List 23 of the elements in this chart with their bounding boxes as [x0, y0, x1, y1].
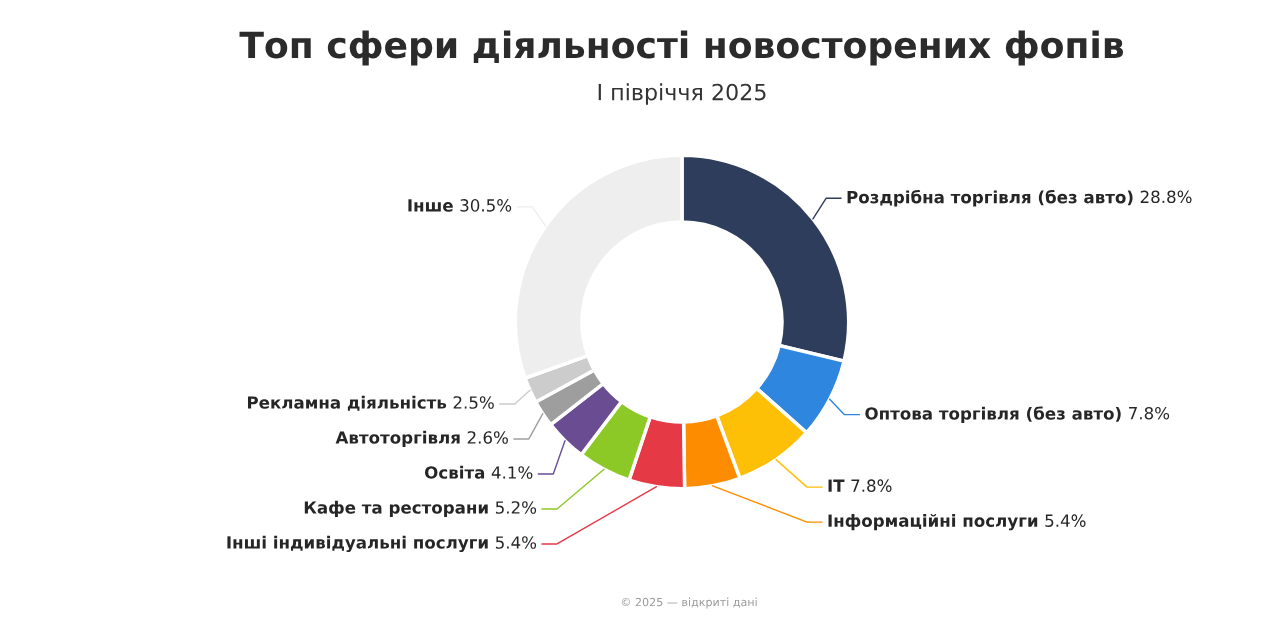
slice-label: Автоторгівля	[335, 430, 460, 447]
data-label: 4.1%	[491, 466, 533, 479]
data-label: 30.5%	[460, 199, 512, 212]
data-label: 7.8%	[851, 479, 892, 492]
data-label: 2.5%	[453, 396, 494, 409]
chart-subtitle: І півріччя 2025	[598, 83, 766, 105]
data-label: 5.4%	[1045, 514, 1086, 527]
data-label: 5.4%	[495, 536, 537, 549]
data-label: 5.2%	[495, 501, 537, 514]
slice-label: Кафе та ресторани	[304, 500, 488, 517]
slice-label: Інформаційні послуги	[828, 513, 1038, 531]
slice-label: Інші індивідуальні послуги	[227, 535, 488, 553]
chart-title: Топ сфери діяльності новосторених фопів	[239, 30, 1124, 66]
slice-label: Роздрібна торгівля (без авто)	[847, 189, 1133, 207]
data-label: 7.8%	[1129, 406, 1170, 420]
text: © 2025 — відкриті дані	[621, 597, 757, 609]
data-label: 28.8%	[1140, 190, 1192, 204]
slice-label: IT	[828, 479, 845, 492]
slice-label: Рекламна діяльність	[247, 395, 447, 411]
slice-label: Освіта	[425, 465, 485, 479]
data-label: 2.6%	[467, 431, 508, 444]
slice-label: Оптова торгівля (без авто)	[865, 406, 1121, 423]
slice-label: Інше	[408, 199, 453, 212]
